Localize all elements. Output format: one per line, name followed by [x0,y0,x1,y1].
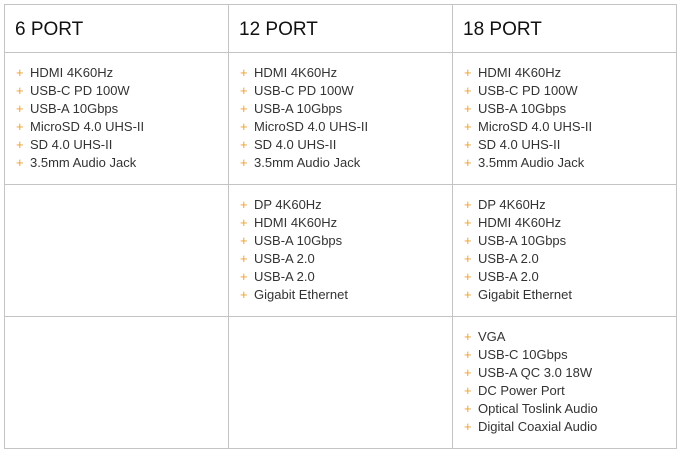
feature-item: VGA [464,328,676,346]
feature-item: SD 4.0 UHS-II [240,136,452,154]
feature-item: 3.5mm Audio Jack [16,154,228,172]
feature-item: USB-A 10Gbps [464,232,676,250]
feature-item: HDMI 4K60Hz [16,64,228,82]
feature-item: USB-C PD 100W [240,82,452,100]
feature-item: Optical Toslink Audio [464,400,676,418]
table-cell [228,316,453,449]
feature-item: USB-A 10Gbps [240,100,452,118]
feature-item: DP 4K60Hz [464,196,676,214]
table-cell: DP 4K60HzHDMI 4K60HzUSB-A 10GbpsUSB-A 2.… [452,184,677,317]
feature-item: 3.5mm Audio Jack [464,154,676,172]
table-cell: HDMI 4K60HzUSB-C PD 100WUSB-A 10GbpsMicr… [228,52,453,185]
table-cell [4,184,229,317]
feature-item: DP 4K60Hz [240,196,452,214]
feature-item: HDMI 4K60Hz [240,214,452,232]
feature-item: USB-A 10Gbps [464,100,676,118]
column-header: 12 PORT [228,4,453,53]
feature-list: VGAUSB-C 10GbpsUSB-A QC 3.0 18WDC Power … [453,317,676,436]
table-cell [4,316,229,449]
feature-item: USB-A 2.0 [464,268,676,286]
feature-item: USB-A 10Gbps [16,100,228,118]
feature-item: HDMI 4K60Hz [464,64,676,82]
feature-item: DC Power Port [464,382,676,400]
feature-item: 3.5mm Audio Jack [240,154,452,172]
feature-list: DP 4K60HzHDMI 4K60HzUSB-A 10GbpsUSB-A 2.… [453,185,676,304]
feature-item: USB-A 10Gbps [240,232,452,250]
feature-item: USB-A 2.0 [240,250,452,268]
column-header: 18 PORT [452,4,677,53]
feature-item: MicroSD 4.0 UHS-II [464,118,676,136]
feature-item: HDMI 4K60Hz [240,64,452,82]
feature-item: HDMI 4K60Hz [464,214,676,232]
feature-item: Digital Coaxial Audio [464,418,676,436]
feature-list: HDMI 4K60HzUSB-C PD 100WUSB-A 10GbpsMicr… [453,53,676,172]
feature-item: SD 4.0 UHS-II [16,136,228,154]
feature-item: Gigabit Ethernet [464,286,676,304]
feature-item: MicroSD 4.0 UHS-II [240,118,452,136]
table-cell: HDMI 4K60HzUSB-C PD 100WUSB-A 10GbpsMicr… [4,52,229,185]
feature-list: HDMI 4K60HzUSB-C PD 100WUSB-A 10GbpsMicr… [5,53,228,172]
table-cell: DP 4K60HzHDMI 4K60HzUSB-A 10GbpsUSB-A 2.… [228,184,453,317]
feature-item: Gigabit Ethernet [240,286,452,304]
feature-item: USB-A QC 3.0 18W [464,364,676,382]
feature-list: DP 4K60HzHDMI 4K60HzUSB-A 10GbpsUSB-A 2.… [229,185,452,304]
feature-list: HDMI 4K60HzUSB-C PD 100WUSB-A 10GbpsMicr… [229,53,452,172]
table-cell: VGAUSB-C 10GbpsUSB-A QC 3.0 18WDC Power … [452,316,677,449]
table-cell: HDMI 4K60HzUSB-C PD 100WUSB-A 10GbpsMicr… [452,52,677,185]
feature-item: USB-A 2.0 [464,250,676,268]
column-header: 6 PORT [4,4,229,53]
feature-item: USB-A 2.0 [240,268,452,286]
feature-item: MicroSD 4.0 UHS-II [16,118,228,136]
feature-item: SD 4.0 UHS-II [464,136,676,154]
feature-item: USB-C PD 100W [16,82,228,100]
feature-item: USB-C PD 100W [464,82,676,100]
feature-item: USB-C 10Gbps [464,346,676,364]
